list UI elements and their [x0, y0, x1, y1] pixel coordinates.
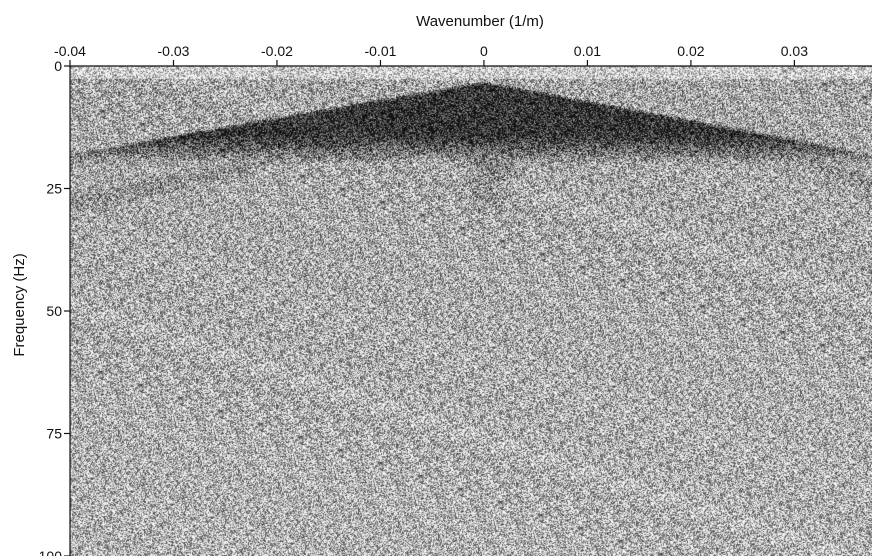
x-tick-label: -0.03	[158, 43, 190, 59]
x-tick-label: 0.02	[677, 43, 704, 59]
y-tick-label: 75	[46, 426, 62, 442]
heatmap-image	[70, 66, 872, 556]
x-tick-label: -0.01	[364, 43, 396, 59]
x-axis-ticks: -0.04 -0.03 -0.02 -0.01 0 0.01 0.02 0.03	[54, 43, 808, 66]
y-tick-label: 50	[46, 303, 62, 319]
x-tick-label: -0.04	[54, 43, 86, 59]
x-tick-label: 0.01	[574, 43, 601, 59]
y-tick-label: 0	[54, 58, 62, 74]
x-axis-title: Wavenumber (1/m)	[416, 13, 544, 30]
y-tick-label: 100	[39, 548, 63, 556]
x-tick-label: -0.02	[261, 43, 293, 59]
heatmap-raster	[70, 66, 872, 556]
x-tick-label: 0	[480, 43, 488, 59]
x-tick-label: 0.03	[781, 43, 808, 59]
y-axis-title: Frequency (Hz)	[11, 253, 28, 356]
y-axis-ticks: 0 25 50 75 100	[39, 58, 70, 556]
y-tick-label: 25	[46, 181, 62, 197]
